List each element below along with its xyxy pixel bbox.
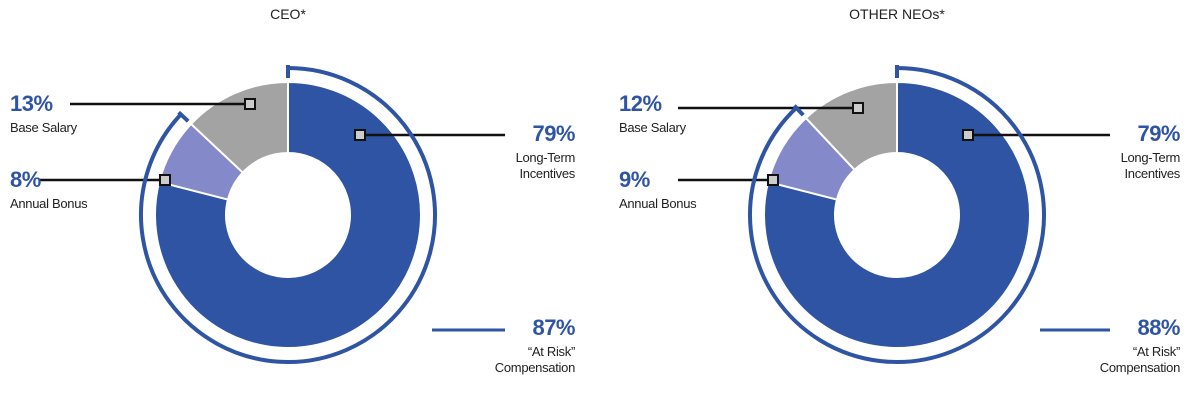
leader-marker <box>159 174 171 186</box>
donut-slice <box>804 80 898 172</box>
leader-marker <box>852 102 864 114</box>
value-label: 88% <box>1137 315 1180 340</box>
category-label: Annual Bonus <box>619 196 697 211</box>
arc-end-tick <box>177 110 190 123</box>
annotation-label: “At Risk” Compensation <box>494 344 576 375</box>
leader-marker <box>244 98 256 110</box>
category-label: Long-Term Incentives <box>1120 150 1181 181</box>
annotation-label: “At Risk” Compensation <box>1099 344 1181 375</box>
arc-end-tick <box>792 104 805 117</box>
value-label: 79% <box>1137 121 1180 146</box>
value-label: 13% <box>10 91 53 116</box>
value-label: 12% <box>619 91 662 116</box>
category-label: Base Salary <box>619 120 686 135</box>
at-risk-arc <box>748 66 1046 364</box>
value-label: 79% <box>532 121 575 146</box>
donut-slice <box>763 80 1031 349</box>
leader-marker <box>354 129 366 141</box>
value-label: 87% <box>532 315 575 340</box>
donut-slice <box>154 80 422 349</box>
value-label: 9% <box>619 167 650 192</box>
value-label: 8% <box>10 167 41 192</box>
leader-marker <box>767 174 779 186</box>
category-label: Long-Term Incentives <box>515 150 576 181</box>
chart-title: OTHER NEOs* <box>849 6 945 22</box>
chart-title: CEO* <box>270 6 306 22</box>
at-risk-arc <box>139 66 437 364</box>
category-label: Annual Bonus <box>10 196 88 211</box>
leader-marker <box>962 129 974 141</box>
category-label: Base Salary <box>10 120 77 135</box>
